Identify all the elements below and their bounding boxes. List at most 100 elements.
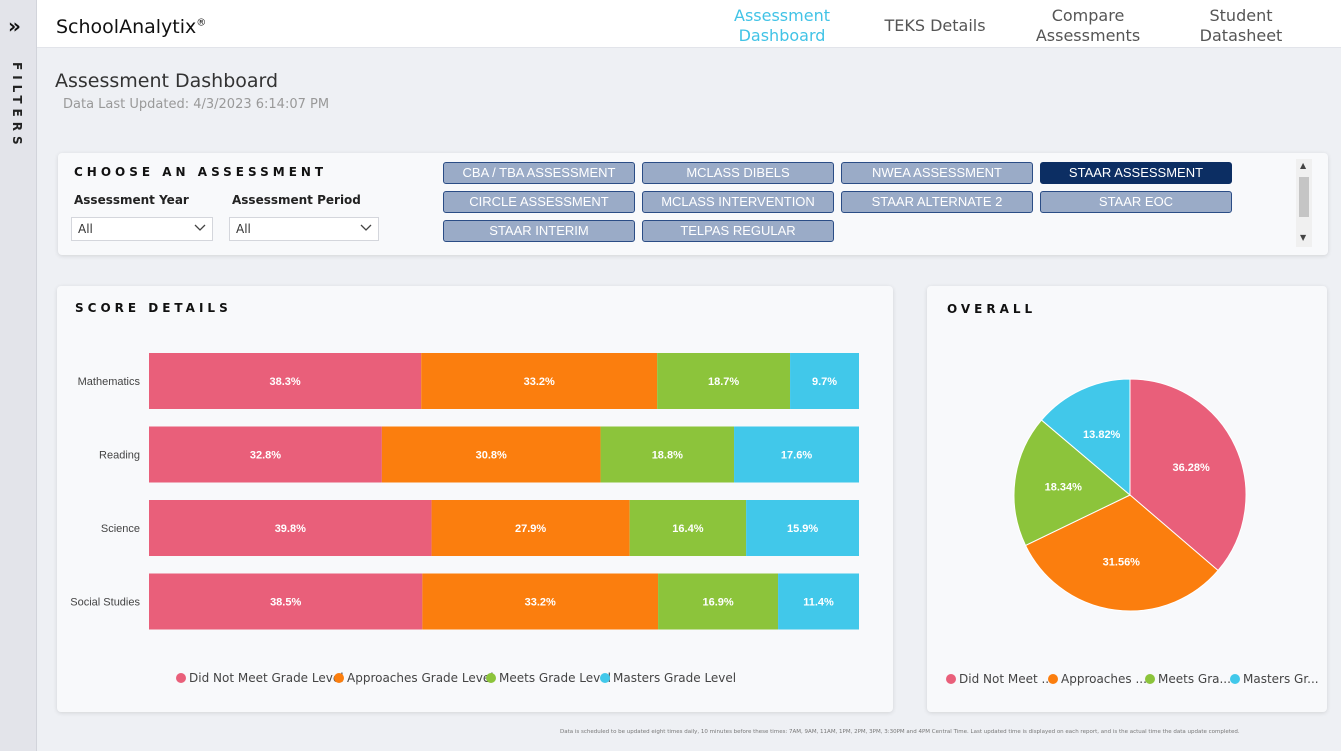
nav-label-line2: Datasheet (1199, 26, 1283, 45)
legend-label[interactable]: Meets Gra... (1158, 672, 1231, 686)
bar-segment[interactable] (600, 426, 735, 483)
overall-title: OVERALL (947, 302, 1037, 316)
scroll-down-icon[interactable]: ▼ (1300, 233, 1307, 242)
legend-label[interactable]: Masters Grade Level (613, 671, 736, 685)
assessment-option-staar-alternate-2[interactable]: STAAR ALTERNATE 2 (841, 191, 1033, 213)
bar-segment[interactable] (422, 573, 659, 630)
assessment-year-label: Assessment Year (74, 193, 189, 207)
score-details-card: SCORE DETAILS Mathematics 38.3% 33.2% 18.7%… (57, 286, 893, 712)
assessment-option-staar-eoc[interactable]: STAAR EOC (1040, 191, 1232, 213)
bar-segment[interactable] (629, 500, 747, 556)
category-label: Mathematics (78, 376, 141, 388)
brand-logo: SchoolAnalytix® (56, 16, 206, 38)
filters-label: FILTERS (10, 62, 24, 150)
legend-label[interactable]: Approaches Grade Level (347, 671, 494, 685)
pie-slice[interactable] (1040, 378, 1131, 497)
pie-data-label: 36.28% (1172, 462, 1210, 474)
legend-label[interactable]: Meets Grade Level (499, 671, 611, 685)
legend-label[interactable]: Did Not Meet ... (959, 672, 1053, 686)
nav-compare-assessments[interactable]: Compare Assessments (1027, 6, 1149, 46)
legend-marker (1145, 674, 1155, 684)
last-updated-text: Data Last Updated: 4/3/2023 6:14:07 PM (63, 97, 330, 112)
bar-data-label: 39.8% (275, 523, 306, 535)
chevron-down-icon (194, 224, 206, 231)
choose-assessment-card: CHOOSE AN ASSESSMENT Assessment Year All… (58, 153, 1328, 255)
assessment-period-dropdown[interactable]: All (229, 217, 379, 241)
page-title: Assessment Dashboard (55, 70, 279, 92)
pie-data-label: 31.56% (1103, 557, 1141, 569)
header: SchoolAnalytix® Assessment Dashboard TEK… (37, 0, 1341, 48)
legend-label[interactable]: Approaches ... (1061, 672, 1147, 686)
legend-marker (334, 673, 344, 683)
bar-segment[interactable] (746, 500, 859, 556)
nav-label-line1: TEKS Details (884, 16, 986, 35)
bar-data-label: 33.2% (524, 376, 555, 388)
bar-data-label: 32.8% (250, 450, 281, 462)
nav-label-line1: Student (1209, 6, 1273, 25)
assessment-option-telpas-regular[interactable]: TELPAS REGULAR (642, 220, 834, 242)
overall-pie-chart: 36.28% 31.56% 18.34% 13.82% Did Not Meet ...… (946, 378, 1319, 686)
nav-label-line2: Dashboard (738, 26, 826, 45)
assessment-option-nwea-assessment[interactable]: NWEA ASSESSMENT (841, 162, 1033, 184)
bar-segment[interactable] (381, 426, 601, 483)
bar-data-label: 18.7% (708, 376, 739, 388)
bar-data-label: 30.8% (476, 450, 507, 462)
bar-segment[interactable] (734, 426, 859, 483)
bar-data-label: 18.8% (652, 450, 683, 462)
nav-assessment-dashboard[interactable]: Assessment Dashboard (724, 6, 840, 46)
assessment-option-mclass-dibels[interactable]: MCLASS DIBELS (642, 162, 834, 184)
bar-segment[interactable] (149, 573, 423, 630)
assessment-option-circle-assessment[interactable]: CIRCLE ASSESSMENT (443, 191, 635, 213)
assessment-option-cba-tba-assessment[interactable]: CBA / TBA ASSESSMENT (443, 162, 635, 184)
bar-segment[interactable] (149, 353, 422, 409)
pie-slice[interactable] (1013, 419, 1131, 547)
slicer-scrollbar[interactable]: ▲ ▼ (1296, 159, 1312, 247)
legend-marker (1230, 674, 1240, 684)
score-details-chart: Mathematics 38.3% 33.2% 18.7% 9.7% Reading 32.… (70, 353, 859, 685)
bar-data-label: 16.9% (702, 597, 733, 609)
bar-segment[interactable] (149, 426, 382, 483)
nav-student-datasheet[interactable]: Student Datasheet (1183, 6, 1299, 46)
bar-segment[interactable] (421, 353, 658, 409)
bar-data-label: 38.3% (269, 376, 300, 388)
pie-slice[interactable] (1129, 378, 1247, 572)
category-label: Science (101, 523, 140, 535)
pie-data-label: 13.82% (1083, 429, 1121, 441)
bar-segment[interactable] (778, 573, 859, 630)
assessment-option-staar-interim[interactable]: STAAR INTERIM (443, 220, 635, 242)
legend-label[interactable]: Did Not Meet Grade Level (189, 671, 344, 685)
nav-teks-details[interactable]: TEKS Details (877, 16, 993, 36)
assessment-year-dropdown[interactable]: All (71, 217, 213, 241)
bar-segment[interactable] (431, 500, 630, 556)
pie-data-label: 18.34% (1045, 482, 1083, 494)
filters-pane[interactable]: » FILTERS (0, 0, 37, 751)
legend-marker (486, 673, 496, 683)
bar-segment[interactable] (149, 500, 432, 556)
bar-segment[interactable] (657, 353, 791, 409)
nav-label-line2: Assessments (1035, 26, 1141, 45)
bar-data-label: 11.4% (803, 597, 834, 609)
score-details-title: SCORE DETAILS (75, 301, 232, 315)
update-schedule-footnote: Data is scheduled to be updated eight ti… (560, 729, 1240, 735)
assessment-option-mclass-intervention[interactable]: MCLASS INTERVENTION (642, 191, 834, 213)
bar-data-label: 38.5% (270, 597, 301, 609)
legend-marker (1048, 674, 1058, 684)
bar-data-label: 27.9% (515, 523, 546, 535)
bar-segment[interactable] (658, 573, 779, 630)
brand-name: SchoolAnalytix (56, 16, 197, 38)
bar-data-label: 17.6% (781, 450, 812, 462)
assessment-period-label: Assessment Period (232, 193, 361, 207)
bar-data-label: 9.7% (812, 376, 837, 388)
brand-registered-mark: ® (196, 17, 207, 29)
legend-label[interactable]: Masters Gr... (1243, 672, 1319, 686)
pie-slice[interactable] (1024, 494, 1219, 612)
expand-filters-icon[interactable]: » (8, 14, 21, 38)
bar-segment[interactable] (790, 353, 859, 409)
category-label: Social Studies (70, 597, 140, 609)
overall-card: OVERALL 36.28% 31.56% 18.34% 13.82% Did Not … (927, 286, 1327, 712)
bar-data-label: 16.4% (672, 523, 703, 535)
scroll-up-icon[interactable]: ▲ (1300, 161, 1307, 170)
scrollbar-thumb[interactable] (1299, 177, 1309, 217)
assessment-option-staar-assessment[interactable]: STAAR ASSESSMENT (1040, 162, 1232, 184)
bar-data-label: 33.2% (525, 597, 556, 609)
